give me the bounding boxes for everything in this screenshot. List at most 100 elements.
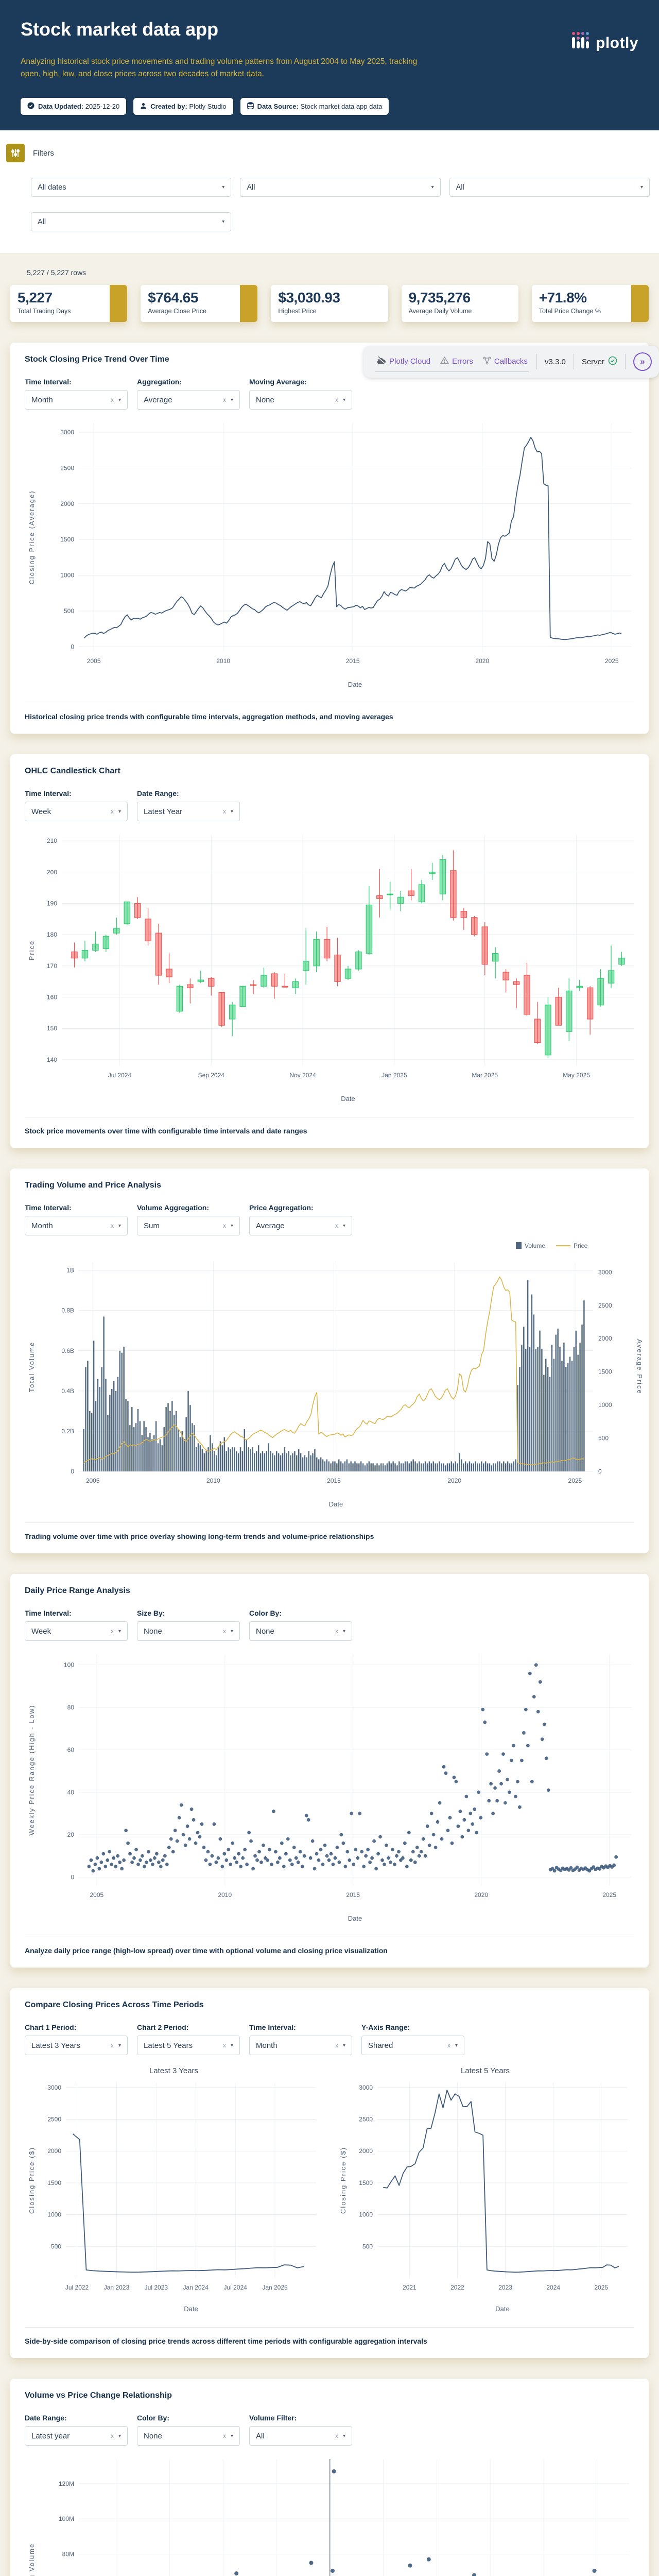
control-dropdown[interactable]: None x ▾ — [137, 2426, 240, 2446]
clear-icon[interactable]: x — [447, 2042, 450, 2049]
clear-icon[interactable]: x — [110, 2042, 114, 2049]
control-dropdown[interactable]: None x ▾ — [249, 390, 352, 410]
clear-icon[interactable]: x — [222, 808, 226, 816]
control-time-interval: Time Interval: Week x ▾ — [25, 1609, 128, 1641]
chevron-down-icon: ▾ — [455, 2042, 458, 2048]
clear-icon[interactable]: x — [335, 2432, 338, 2440]
svg-text:1000: 1000 — [598, 1401, 612, 1409]
volume-price-combo-chart[interactable]: 2005 2010 2015 2020 2025 0 0.2B 0.4B 0.6B 0.8B 1B D… — [25, 1241, 644, 1515]
svg-text:2015: 2015 — [327, 1477, 341, 1484]
svg-text:Date: Date — [184, 2305, 198, 2313]
control-dropdown[interactable]: Month x ▾ — [25, 390, 128, 410]
clear-icon[interactable]: x — [110, 1222, 114, 1230]
clear-icon[interactable]: x — [222, 2432, 226, 2440]
clear-icon[interactable]: x — [222, 1628, 226, 1635]
svg-text:Price: Price — [28, 940, 36, 961]
dash-version: v3.3.0 — [544, 357, 566, 366]
control-dropdown[interactable]: None x ▾ — [249, 1621, 352, 1641]
devtools-collapse-button[interactable]: » — [633, 352, 652, 371]
svg-text:500: 500 — [598, 1435, 609, 1442]
control-dropdown[interactable]: Average x ▾ — [249, 1216, 352, 1236]
svg-text:Jul 2022: Jul 2022 — [65, 2284, 89, 2291]
svg-text:1500: 1500 — [598, 1368, 612, 1376]
control-dropdown[interactable]: Latest year x ▾ — [25, 2426, 128, 2446]
clear-icon[interactable]: x — [110, 808, 114, 816]
svg-text:Date: Date — [495, 2305, 509, 2313]
devtools-item-errors[interactable]: Errors — [440, 356, 473, 366]
svg-text:2000: 2000 — [60, 500, 74, 507]
control-dropdown[interactable]: Average x ▾ — [137, 390, 240, 410]
stat-value: +71.8% — [539, 290, 587, 306]
control-dropdown[interactable]: Latest Year x ▾ — [137, 802, 240, 822]
svg-text:2010: 2010 — [218, 1891, 232, 1899]
svg-text:80M: 80M — [62, 2550, 74, 2557]
clear-icon[interactable]: x — [110, 396, 114, 404]
control-dropdown[interactable]: All x ▾ — [249, 2426, 352, 2446]
clear-icon[interactable]: x — [335, 1222, 338, 1230]
dash-devtools-bar: Plotly Cloud Errors Callbacks v3.3.0 Serve… — [363, 346, 659, 378]
devtools-links: Plotly Cloud Errors Callbacks — [375, 352, 529, 372]
global-filter-dropdown-4[interactable]: All ▾ — [31, 212, 232, 232]
svg-text:2020: 2020 — [447, 1477, 461, 1484]
control-dropdown[interactable]: None x ▾ — [137, 1621, 240, 1641]
clear-icon[interactable]: x — [222, 2042, 226, 2049]
control-time-interval: Time Interval: Month x ▾ — [25, 378, 128, 410]
compare-subchart-2[interactable]: Latest 5 Years 2021 2022 2023 2024 2025 500 100… — [336, 2059, 634, 2320]
control-dropdown[interactable]: Sum x ▾ — [137, 1216, 240, 1236]
chevron-down-icon: ▾ — [118, 2042, 121, 2048]
compare-subchart-1[interactable]: Latest 3 Years Jul 2022 Jan 2023 Jul 2023 Ja… — [25, 2059, 323, 2320]
control-dropdown[interactable]: Latest 3 Years x ▾ — [25, 2036, 128, 2056]
chevron-down-icon: ▾ — [431, 184, 434, 191]
clear-icon[interactable]: x — [222, 1222, 226, 1230]
chart-caption: Stock price movements over time with con… — [25, 1117, 634, 1137]
control-time-interval: Time Interval: Week x ▾ — [25, 789, 128, 822]
clear-icon[interactable]: x — [110, 2432, 114, 2440]
svg-text:2025: 2025 — [605, 657, 619, 665]
svg-text:2000: 2000 — [47, 2147, 61, 2155]
control-dropdown[interactable]: Week x ▾ — [25, 802, 128, 822]
global-filter-dropdown-2[interactable]: All ▾ — [240, 178, 441, 197]
global-filter-dropdown-1[interactable]: All dates ▾ — [31, 178, 232, 197]
svg-text:Jan 2025: Jan 2025 — [381, 1072, 407, 1079]
cloud-icon — [376, 356, 386, 366]
global-filter-dropdown-3[interactable]: All ▾ — [449, 178, 650, 197]
chart-caption: Side-by-side comparison of closing price… — [25, 2327, 634, 2347]
control-label: Aggregation: — [137, 378, 182, 386]
svg-text:Mar 2025: Mar 2025 — [472, 1072, 498, 1079]
control-label: Time Interval: — [25, 378, 72, 386]
compare-periods-charts[interactable]: Latest 3 Years Jul 2022 Jan 2023 Jul 2023 Ja… — [25, 2059, 634, 2320]
control-dropdown[interactable]: Shared x ▾ — [361, 2036, 464, 2056]
card-closing-price-trend: Plotly Cloud Errors Callbacks v3.3.0 Serve… — [10, 343, 659, 734]
clear-icon[interactable]: x — [222, 396, 226, 404]
volume-vs-change-scatter-chart[interactable]: -8-6-4-2024681020M40M60M80M100M120MDaily… — [25, 2451, 634, 2576]
ohlc-candlestick-chart[interactable]: Jul 2024 Sep 2024 Nov 2024 Jan 2025 Mar 2025… — [25, 826, 634, 1110]
clear-icon[interactable]: x — [335, 1628, 338, 1635]
devtools-item-callbacks[interactable]: Callbacks — [483, 357, 528, 367]
svg-text:0.4B: 0.4B — [61, 1387, 74, 1395]
price-range-scatter-chart[interactable]: 2005 2010 2015 2020 2025 0 20 40 60 80 100 Date Week… — [25, 1646, 634, 1929]
control-dropdown[interactable]: Week x ▾ — [25, 1621, 128, 1641]
chart-controls: Time Interval: Week x ▾ Size By: None x ▾ Color … — [25, 1609, 634, 1641]
clear-icon[interactable]: x — [335, 396, 338, 404]
control-dropdown[interactable]: Month x ▾ — [249, 2036, 352, 2056]
chevron-down-icon: ▾ — [342, 2433, 345, 2439]
stat-value: 9,735,276 — [408, 290, 471, 306]
rows-indicator: 5,227 / 5,227 rows — [27, 268, 86, 277]
chart-controls: Time Interval: Week x ▾ Date Range: Latest Ye… — [25, 789, 634, 822]
svg-text:Price: Price — [574, 1242, 588, 1249]
svg-text:0: 0 — [598, 1468, 602, 1475]
devtools-item-plotly-cloud[interactable]: Plotly Cloud — [376, 356, 430, 366]
svg-text:Total Volume: Total Volume — [28, 1342, 36, 1392]
svg-text:2015: 2015 — [346, 657, 360, 665]
control-label: Date Range: — [25, 2414, 67, 2422]
closing-price-line-chart[interactable]: 2005 2010 2015 2020 2025 0 500 1000 1500 2000 2500… — [25, 415, 634, 696]
header-badge: Created by: Plotly Studio — [133, 98, 233, 115]
control-time-interval: Time Interval: Month x ▾ — [25, 1204, 128, 1236]
clear-icon[interactable]: x — [110, 1628, 114, 1635]
control-dropdown[interactable]: Latest 5 Years x ▾ — [137, 2036, 240, 2056]
control-dropdown[interactable]: Month x ▾ — [25, 1216, 128, 1236]
clear-icon[interactable]: x — [335, 2042, 338, 2049]
svg-text:170: 170 — [47, 962, 57, 970]
control-label: Chart 2 Period: — [137, 2023, 189, 2032]
svg-text:2024: 2024 — [546, 2284, 560, 2291]
